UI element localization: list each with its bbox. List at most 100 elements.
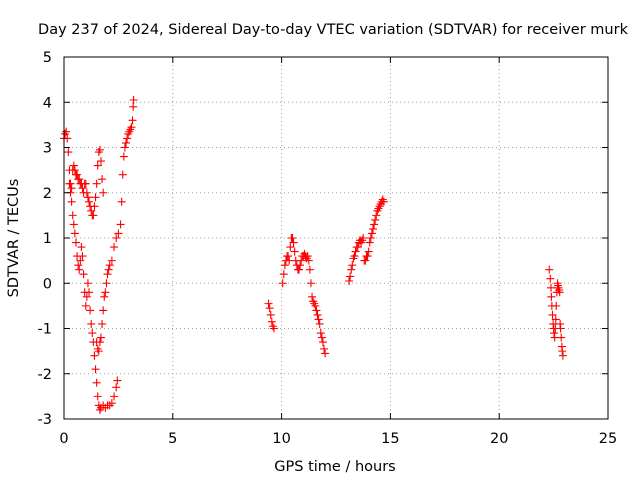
data-point <box>122 138 131 147</box>
data-point <box>101 288 110 297</box>
data-point <box>74 261 83 270</box>
data-point <box>107 399 116 408</box>
data-point <box>83 279 92 288</box>
data-point <box>89 211 98 220</box>
y-tick-label: -1 <box>38 322 52 338</box>
data-point <box>318 338 327 347</box>
x-tick-label: 15 <box>381 431 399 447</box>
data-point <box>558 351 567 360</box>
data-point <box>98 175 107 184</box>
data-point <box>82 292 91 301</box>
data-point <box>312 306 321 315</box>
x-axis-label: GPS time / hours <box>274 459 395 475</box>
data-point <box>107 256 116 265</box>
grid-lines <box>64 57 608 419</box>
data-point <box>363 252 372 261</box>
data-point <box>99 188 108 197</box>
data-point <box>118 170 127 179</box>
data-point <box>278 279 287 288</box>
x-tick-label: 25 <box>599 431 617 447</box>
y-tick-label: 5 <box>43 50 52 66</box>
data-point <box>93 161 102 170</box>
data-point <box>95 145 104 154</box>
series-arc-4 <box>545 265 567 360</box>
axes: 0 5 10 15 20 25 -3 -2 -1 0 1 2 3 4 5 <box>38 50 618 447</box>
data-point <box>75 265 84 274</box>
data-point <box>123 134 132 143</box>
data-point <box>297 256 306 265</box>
data-point <box>90 351 99 360</box>
data-point <box>64 148 73 157</box>
data-point <box>76 256 85 265</box>
data-point <box>321 349 330 358</box>
data-point <box>372 211 381 220</box>
data-point <box>105 261 114 270</box>
data-point <box>78 184 87 193</box>
data-point <box>67 184 76 193</box>
data-point <box>77 243 86 252</box>
data-point <box>348 261 357 270</box>
data-point <box>267 317 276 326</box>
data-point <box>314 315 323 324</box>
data-point <box>558 347 567 356</box>
data-point <box>279 270 288 279</box>
data-point <box>367 229 376 238</box>
data-point <box>359 234 368 242</box>
data-point <box>83 193 92 202</box>
y-tick-label: 1 <box>43 231 52 247</box>
data-point <box>306 279 315 288</box>
data-point <box>110 392 119 401</box>
data-point <box>116 220 125 229</box>
data-point <box>304 256 313 265</box>
data-point <box>286 243 295 252</box>
x-tick-label: 10 <box>272 431 290 447</box>
data-point <box>67 197 76 206</box>
data-point <box>110 243 119 252</box>
data-point <box>69 220 78 229</box>
data-point <box>289 238 298 247</box>
data-point <box>308 292 317 301</box>
data-point <box>88 329 97 338</box>
data-point <box>365 238 374 247</box>
data-point <box>552 301 561 310</box>
series-arc-1a <box>60 127 108 220</box>
data-point <box>361 256 370 265</box>
data-point <box>114 229 123 238</box>
data-point <box>551 315 560 324</box>
data-point <box>127 123 136 132</box>
data-point <box>112 234 121 242</box>
x-tick-label: 5 <box>168 431 177 447</box>
data-point <box>87 206 96 215</box>
data-point <box>104 265 113 274</box>
data-point <box>284 252 293 261</box>
data-point <box>102 279 111 288</box>
series-arc-1b <box>65 179 122 414</box>
data-point <box>85 197 94 206</box>
y-tick-label: 0 <box>43 276 52 292</box>
data-point <box>320 344 329 353</box>
data-point <box>368 224 377 233</box>
y-tick-label: -2 <box>38 367 52 383</box>
data-point <box>545 265 554 274</box>
data-point <box>78 252 87 261</box>
data-point <box>350 252 359 261</box>
data-points <box>60 95 567 414</box>
data-point <box>548 310 557 319</box>
data-point <box>305 265 314 274</box>
data-point <box>556 324 565 333</box>
x-tick-label: 0 <box>59 431 68 447</box>
data-point <box>264 299 273 308</box>
data-point <box>371 215 380 224</box>
data-point <box>91 365 100 374</box>
data-point <box>557 333 566 342</box>
data-point <box>93 392 102 401</box>
data-point <box>96 333 105 342</box>
data-point <box>266 310 275 319</box>
data-point <box>69 161 78 170</box>
data-point <box>70 166 79 175</box>
data-point <box>290 247 299 256</box>
data-point <box>265 304 274 313</box>
series-arc-2a <box>264 299 278 333</box>
data-point <box>90 202 99 211</box>
